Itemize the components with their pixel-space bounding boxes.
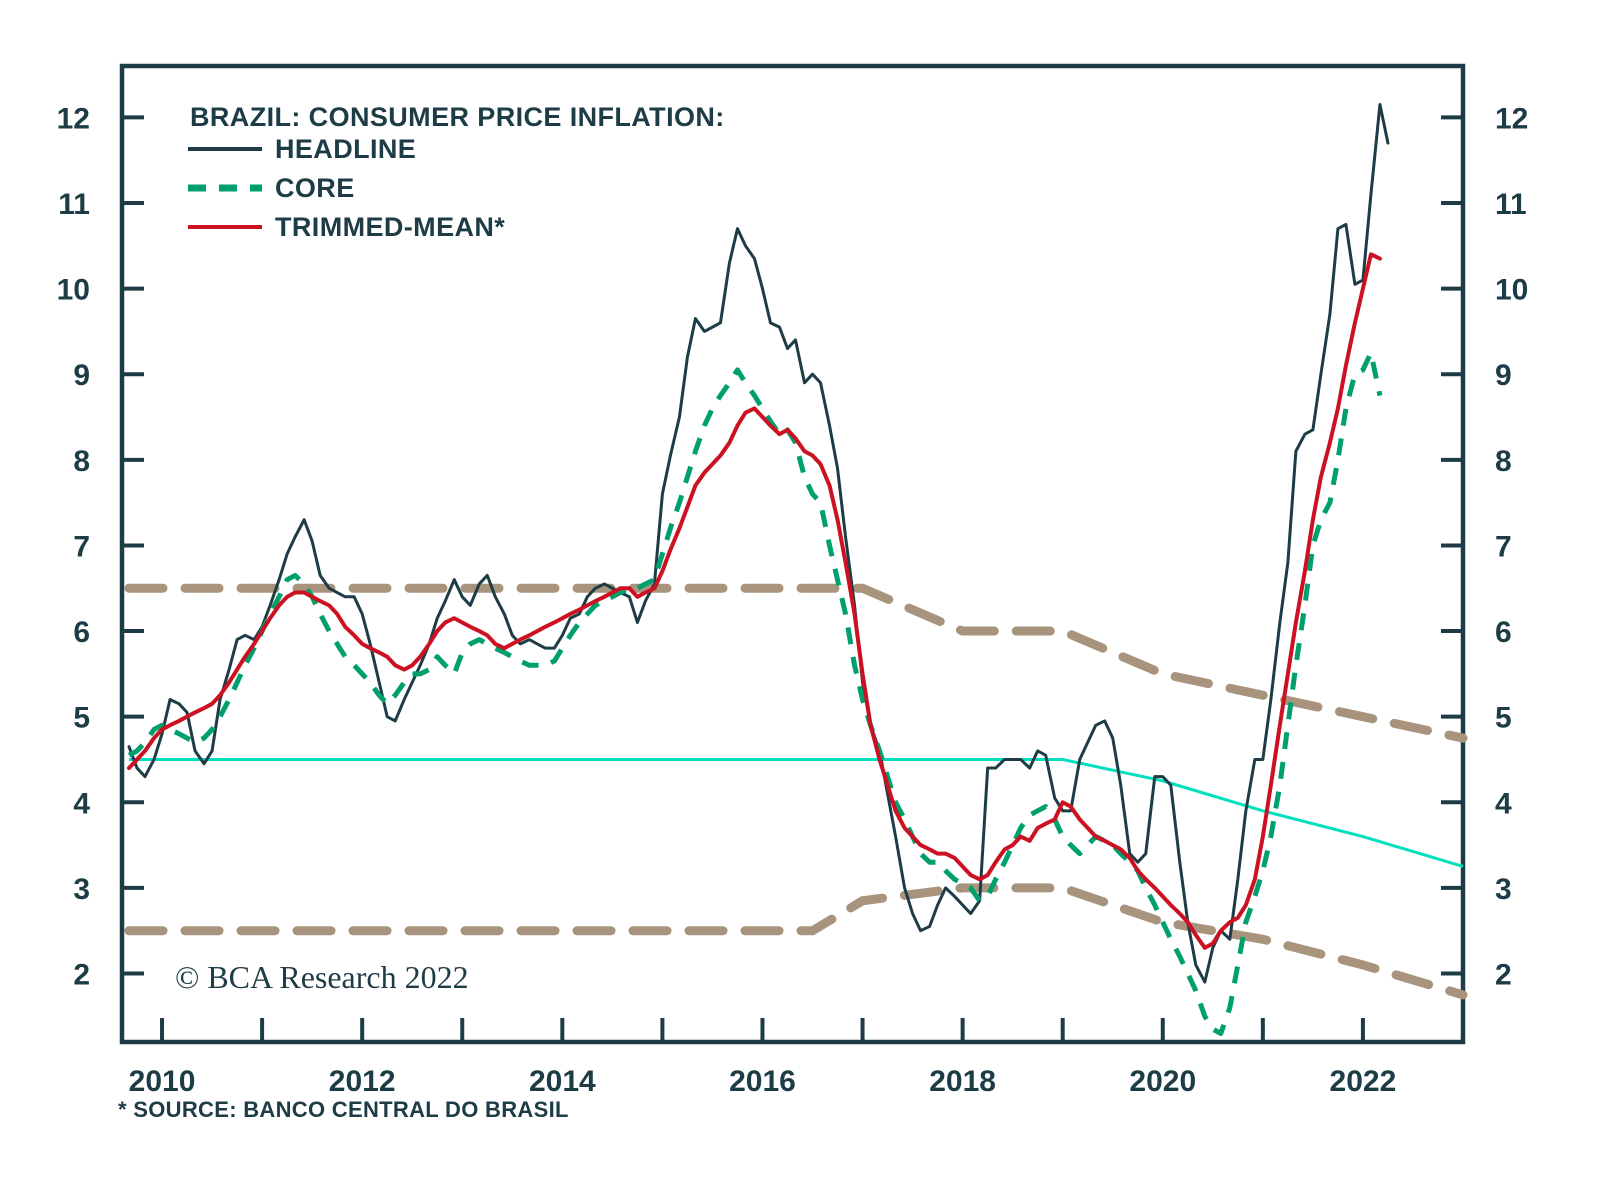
x-axis-tick-label: 2020	[1129, 1065, 1196, 1098]
y-axis-tick-label-right: 8	[1495, 445, 1512, 478]
series-headline	[127, 103, 1390, 984]
x-axis-tick-label: 2012	[329, 1065, 396, 1098]
y-axis-tick-label-left: 6	[73, 616, 90, 649]
axis-ticks	[122, 115, 1465, 1042]
y-axis-tick-label-right: 3	[1495, 873, 1512, 906]
y-axis-tick-label-left: 10	[57, 274, 90, 307]
y-axis-tick-label-right: 6	[1495, 616, 1512, 649]
chart-legend: BRAZIL: CONSUMER PRICE INFLATION:HEADLIN…	[188, 102, 725, 242]
series-core	[127, 350, 1383, 1036]
source-note: * SOURCE: BANCO CENTRAL DO BRASIL	[118, 1097, 569, 1122]
x-axis-labels: 2010 2012 2014 2016 2018 2020 2022	[129, 1065, 1397, 1098]
y-axis-tick-label-left: 9	[73, 359, 90, 392]
data-series-layer	[127, 103, 1390, 1036]
legend-label-headline: HEADLINE	[275, 134, 416, 164]
y-axis-tick-label-right: 12	[1495, 102, 1528, 135]
y-axis-tick-label-right: 2	[1495, 959, 1512, 992]
copyright-text: © BCA Research 2022	[175, 959, 469, 995]
y-axis-tick-label-right: 11	[1495, 188, 1527, 221]
y-axis-tick-label-left: 12	[57, 102, 90, 135]
y-axis-tick-label-left: 4	[73, 787, 90, 820]
y-axis-tick-label-left: 3	[73, 873, 90, 906]
y-axis-tick-label-left: 7	[73, 530, 90, 563]
plot-border	[119, 63, 1466, 1045]
y-axis-labels: 2 2 3 3 4 4 5 5 6 6 7 7 8 8 9 9 10 10 11 11 12 12	[57, 102, 1529, 991]
series-trimmed-mean	[127, 252, 1382, 950]
legend-label-trimmed-mean-: TRIMMED-MEAN*	[275, 212, 505, 242]
y-axis-tick-label-right: 10	[1495, 274, 1528, 307]
x-axis-tick-label: 2016	[729, 1065, 796, 1098]
inflation-target-lower-tolerance	[124, 883, 1468, 1000]
y-axis-tick-label-right: 4	[1495, 787, 1512, 820]
legend-label-core: CORE	[275, 173, 355, 203]
x-axis-tick-label: 2018	[929, 1065, 996, 1098]
y-axis-tick-label-left: 8	[73, 445, 90, 478]
x-axis-tick-label: 2010	[129, 1065, 196, 1098]
y-axis-tick-label-left: 5	[73, 702, 90, 735]
y-axis-tick-label-left: 11	[58, 188, 90, 221]
inflation-target-upper-tolerance	[124, 583, 1468, 743]
plot-frame	[119, 63, 1466, 1045]
x-axis-tick-label: 2022	[1330, 1065, 1397, 1098]
legend-title: BRAZIL: CONSUMER PRICE INFLATION:	[190, 102, 725, 132]
x-axis-tick-label: 2014	[529, 1065, 596, 1098]
y-axis-tick-label-left: 2	[73, 959, 90, 992]
y-axis-tick-label-right: 7	[1495, 530, 1512, 563]
y-axis-tick-label-right: 9	[1495, 359, 1512, 392]
y-axis-tick-label-right: 5	[1495, 702, 1512, 735]
